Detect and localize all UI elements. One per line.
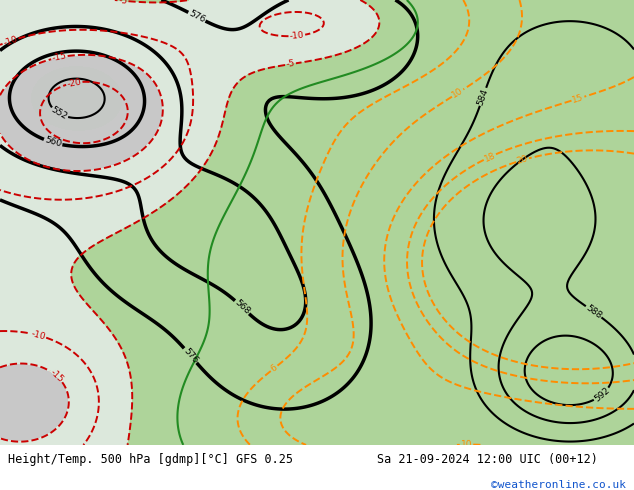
Text: 568: 568 [233, 298, 252, 317]
Text: 584: 584 [476, 87, 490, 106]
Text: 552: 552 [49, 105, 69, 122]
Text: Sa 21-09-2024 12:00 UIC (00+12): Sa 21-09-2024 12:00 UIC (00+12) [377, 453, 598, 466]
Text: 20: 20 [515, 154, 529, 166]
Text: -5: -5 [118, 0, 128, 5]
Text: 576: 576 [181, 346, 200, 365]
Text: Height/Temp. 500 hPa [gdmp][°C] GFS 0.25: Height/Temp. 500 hPa [gdmp][°C] GFS 0.25 [8, 453, 293, 466]
Text: -10: -10 [30, 329, 46, 342]
Text: -15: -15 [51, 51, 67, 63]
Text: 592: 592 [592, 386, 611, 404]
Text: 560: 560 [44, 136, 63, 149]
Text: -20: -20 [66, 77, 82, 89]
Text: 6: 6 [269, 363, 279, 374]
Text: 10: 10 [450, 86, 465, 100]
Text: -5: -5 [285, 59, 295, 69]
Text: -10: -10 [289, 31, 304, 41]
Text: -15: -15 [48, 368, 65, 384]
Text: 576: 576 [187, 9, 207, 24]
Text: 588: 588 [584, 303, 604, 320]
Text: ©weatheronline.co.uk: ©weatheronline.co.uk [491, 480, 626, 490]
Text: 15: 15 [571, 93, 585, 105]
Text: 18: 18 [482, 150, 497, 164]
Text: -10: -10 [2, 34, 19, 48]
Text: 10: 10 [461, 440, 472, 449]
